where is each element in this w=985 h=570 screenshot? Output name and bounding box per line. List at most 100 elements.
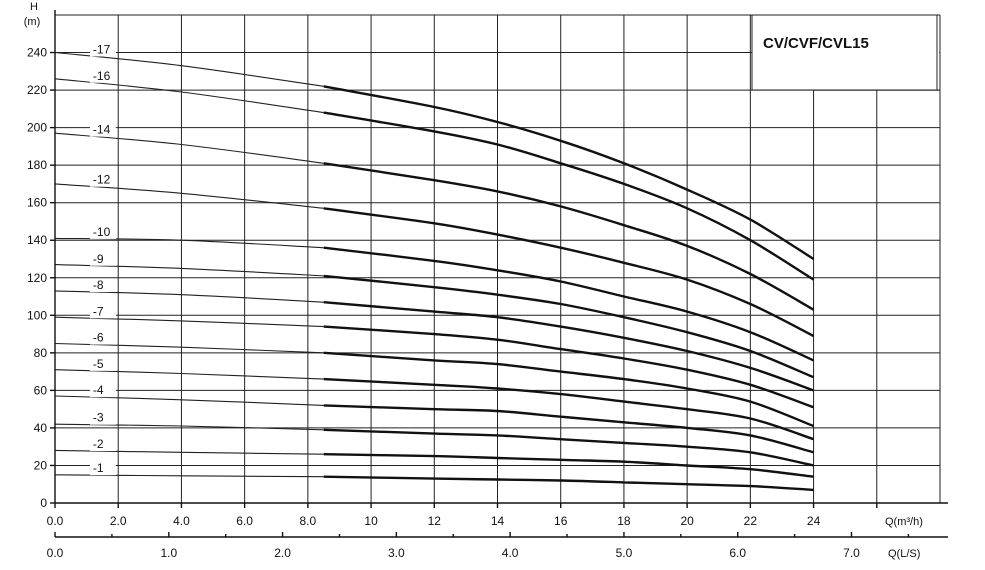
x2-tick-label: 7.0 [843, 546, 860, 560]
y-tick-label: 20 [34, 458, 48, 472]
x-tick-label: 4.0 [173, 514, 190, 528]
chart-title-box: CV/CVF/CVL15 [751, 14, 938, 91]
axes: 0 20 40 60 80 100 120 140 160 180 200 220 240 0.0 2.0 4… [27, 10, 948, 560]
chart-title: CV/CVF/CVL15 [763, 35, 869, 52]
series-label-bg [89, 173, 116, 187]
curve-stage-16-outside-range [54, 78, 324, 114]
x-tick-label: 14 [491, 514, 505, 528]
curve-stage-2 [323, 453, 814, 478]
curve-stage-1 [323, 475, 814, 492]
y-axis-unit: (m) [24, 16, 41, 28]
curve-stage-10 [323, 246, 815, 362]
series-label: -5 [93, 357, 104, 371]
x2-tick-label: 2.0 [274, 546, 291, 560]
x2-axis-title: Q(L/S) [888, 548, 920, 560]
x2-tick-label: 3.0 [388, 546, 405, 560]
x-axis-title: Q(m³/h) [885, 516, 923, 528]
y-axis-title: H [30, 1, 38, 13]
curve-stage-14-outside-range [54, 132, 324, 164]
series-label-bg [89, 357, 116, 371]
y-tick-label: 240 [27, 46, 47, 60]
series-label: -14 [93, 123, 111, 137]
y-tick-label: 0 [40, 496, 47, 510]
curves [54, 51, 815, 492]
series-label-bg [89, 123, 116, 137]
y-tick-label: 140 [27, 233, 47, 247]
curve-stage-12 [323, 207, 815, 338]
x-tick-label: 0.0 [47, 514, 64, 528]
curve-stage-5-outside-range [54, 369, 324, 380]
curve-stage-8 [323, 301, 815, 392]
y-tick-label: 80 [34, 346, 48, 360]
curve-stage-4-outside-range [54, 395, 324, 406]
x-tick-label: 12 [428, 514, 442, 528]
curve-stage-14 [323, 162, 815, 311]
x-tick-label: 2.0 [110, 514, 127, 528]
series-label: -6 [93, 331, 104, 345]
series-label: -16 [93, 69, 111, 83]
series-label-bg [89, 279, 116, 293]
series-label-bg [89, 305, 116, 319]
curve-stage-6-outside-range [54, 342, 324, 354]
x2-tick-label: 5.0 [616, 546, 633, 560]
curve-stage-16 [323, 111, 815, 281]
curve-stage-10-outside-range [54, 237, 324, 249]
curve-stage-9-outside-range [54, 264, 324, 277]
x-tick-label: 6.0 [236, 514, 253, 528]
series-label: -9 [93, 252, 104, 266]
y-tick-label: 180 [27, 158, 47, 172]
x2-tick-label: 0.0 [47, 546, 64, 560]
series-label: -7 [93, 304, 104, 318]
series-label-bg [89, 438, 116, 452]
series-label-bg [89, 252, 116, 266]
series-label-bg [89, 411, 116, 425]
series-label-bg [89, 43, 116, 57]
series-label: -1 [93, 461, 104, 475]
curve-stage-6 [323, 351, 815, 428]
y-tick-label: 160 [27, 196, 47, 210]
curve-stage-7 [323, 325, 815, 409]
y-tick-label: 60 [34, 383, 48, 397]
curve-stage-12-outside-range [54, 183, 324, 209]
curve-stage-4 [323, 404, 814, 454]
curve-stage-5 [323, 377, 814, 441]
x2-tick-label: 1.0 [160, 546, 177, 560]
series-label-bg [89, 384, 116, 398]
series-label-bg [89, 331, 116, 345]
y-tick-label: 200 [27, 121, 47, 135]
x-tick-label: 24 [807, 514, 821, 528]
curve-stage-2-outside-range [54, 449, 324, 455]
curve-stage-17-outside-range [54, 51, 324, 87]
x-tick-label: 8.0 [300, 514, 317, 528]
x-tick-label: 22 [744, 514, 758, 528]
curve-stage-8-outside-range [54, 290, 324, 303]
curve-stage-3-outside-range [54, 423, 324, 431]
y-tick-label: 120 [27, 271, 47, 285]
curve-stage-17 [323, 85, 815, 261]
x-tick-label: 16 [554, 514, 568, 528]
curve-stage-9 [323, 274, 815, 379]
series-labels: -17 -16 -14 -12 -10 -9 -8 -7 -6 -5 -4 -3 -2 -1 [89, 42, 116, 476]
series-label-bg [89, 462, 116, 476]
curve-stage-1-outside-range [54, 474, 324, 478]
y-tick-label: 40 [34, 421, 48, 435]
series-label: -4 [93, 383, 104, 397]
series-label-bg [89, 69, 116, 83]
y-tick-label: 100 [27, 308, 47, 322]
series-label: -12 [93, 173, 111, 187]
x2-tick-label: 4.0 [502, 546, 519, 560]
series-label: -10 [93, 225, 111, 239]
x2-tick-label: 6.0 [729, 546, 746, 560]
x-tick-label: 10 [364, 514, 378, 528]
series-label-bg [89, 225, 116, 239]
x-tick-label: 18 [617, 514, 631, 528]
x-tick-label: 20 [680, 514, 694, 528]
series-label: -3 [93, 411, 104, 425]
y-tick-label: 220 [27, 83, 47, 97]
series-label: -2 [93, 437, 104, 451]
curve-stage-7-outside-range [54, 316, 324, 328]
curve-stage-3 [323, 428, 814, 467]
series-label: -8 [93, 278, 104, 292]
title-box [751, 14, 938, 91]
